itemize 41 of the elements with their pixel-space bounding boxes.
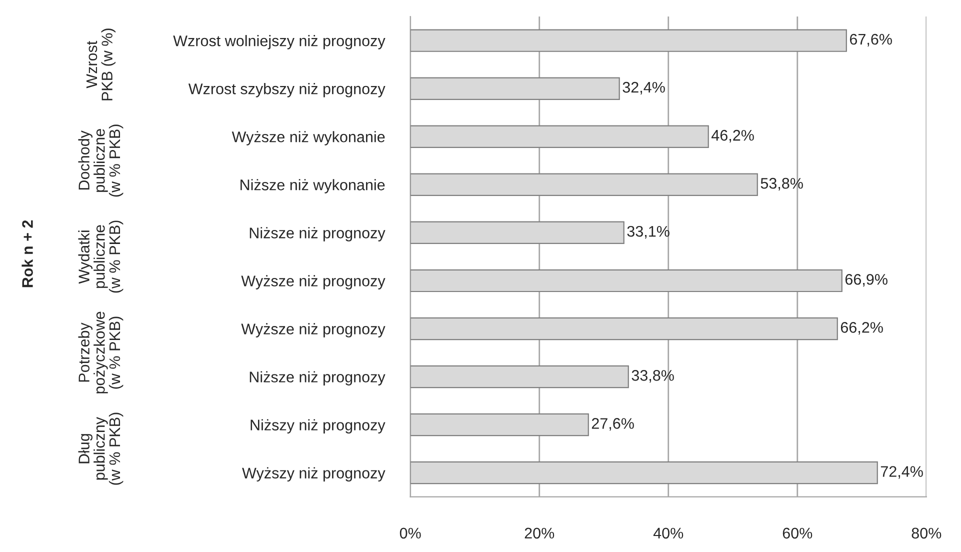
y-tick-label: Wzrost wolniejszy niż prognozy: [173, 35, 386, 50]
x-tick-label: 80%: [912, 528, 942, 539]
bar: [410, 461, 878, 484]
data-label: 66,9%: [845, 274, 888, 287]
data-label: 46,2%: [712, 130, 754, 143]
text: Dług publiczny (w % PKB): [78, 412, 124, 485]
x-tick-label: 0%: [400, 528, 421, 539]
y-tick-label: Wyższe niż prognozy: [241, 323, 386, 338]
data-label: 32,4%: [622, 82, 665, 94]
y-tick-label: Niższe niż wykonanie: [240, 179, 385, 194]
text: Wzrost PKB (w %): [86, 28, 116, 100]
data-label: 33,1%: [627, 226, 670, 239]
data-label: 72,4%: [880, 466, 923, 479]
y-tick-label: Wyższe niż prognozy: [241, 275, 386, 290]
bar: [410, 317, 838, 340]
data-label: 67,6%: [850, 34, 892, 46]
bar: [410, 173, 758, 196]
bar: [410, 413, 589, 436]
text: Rok n + 2: [22, 220, 33, 288]
bar: [410, 125, 709, 148]
y-tick-label: Wyższy niż prognozy: [242, 467, 386, 482]
x-tick-label: 40%: [653, 528, 684, 539]
data-label: 66,2%: [840, 322, 883, 335]
data-label: 33,8%: [632, 370, 674, 383]
text: Potrzeby pożyczkowe (w % PKB): [78, 312, 124, 394]
data-label: 53,8%: [760, 178, 803, 191]
text: Dochody publiczne (w % PKB): [78, 124, 124, 197]
y-tick-label: Niższe niż prognozy: [250, 371, 386, 386]
x-tick-label: 60%: [782, 528, 812, 539]
y-tick-label: Niższe niż prognozy: [250, 227, 386, 242]
y-tick-label: Niższy niż prognozy: [250, 419, 386, 434]
y-tick-label: Wyższe niż wykonanie: [232, 131, 385, 146]
y-tick-label: Wzrost szybszy niż prognozy: [188, 83, 386, 98]
bar: [410, 365, 629, 388]
bar: [410, 269, 842, 292]
bar: [410, 221, 624, 244]
data-label: 27,6%: [592, 418, 634, 431]
text: Wydatki publiczne (w % PKB): [78, 220, 124, 293]
bar: [410, 29, 847, 52]
x-tick-label: 20%: [524, 528, 554, 539]
bar: [410, 77, 620, 100]
